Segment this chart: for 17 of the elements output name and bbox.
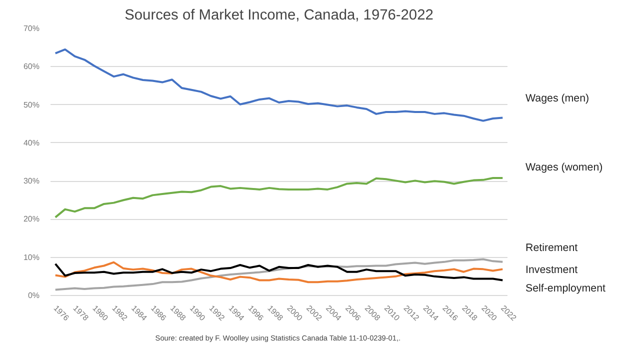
- line-series: [54, 258, 504, 291]
- y-tick-label: 10%: [23, 252, 40, 262]
- text: Wages (men): [526, 92, 590, 105]
- y-tick-label: 60%: [23, 62, 40, 72]
- y-tick-label: 70%: [23, 24, 40, 33]
- chart-title: Sources of Market Income, Canada, 1976-2022: [124, 8, 434, 24]
- text: Investment: [526, 264, 578, 276]
- text: Retirement: [526, 242, 578, 254]
- text: Wages (women): [526, 162, 603, 174]
- y-tick-label: 50%: [23, 100, 40, 110]
- line-series: [54, 48, 504, 122]
- line-series: [54, 177, 504, 218]
- y-tick-label: 0%: [28, 291, 40, 300]
- y-tick-label: 20%: [23, 214, 40, 224]
- text: Self-employment: [526, 282, 606, 295]
- y-tick-label: 40%: [23, 138, 40, 148]
- y-tick-label: 30%: [23, 176, 40, 186]
